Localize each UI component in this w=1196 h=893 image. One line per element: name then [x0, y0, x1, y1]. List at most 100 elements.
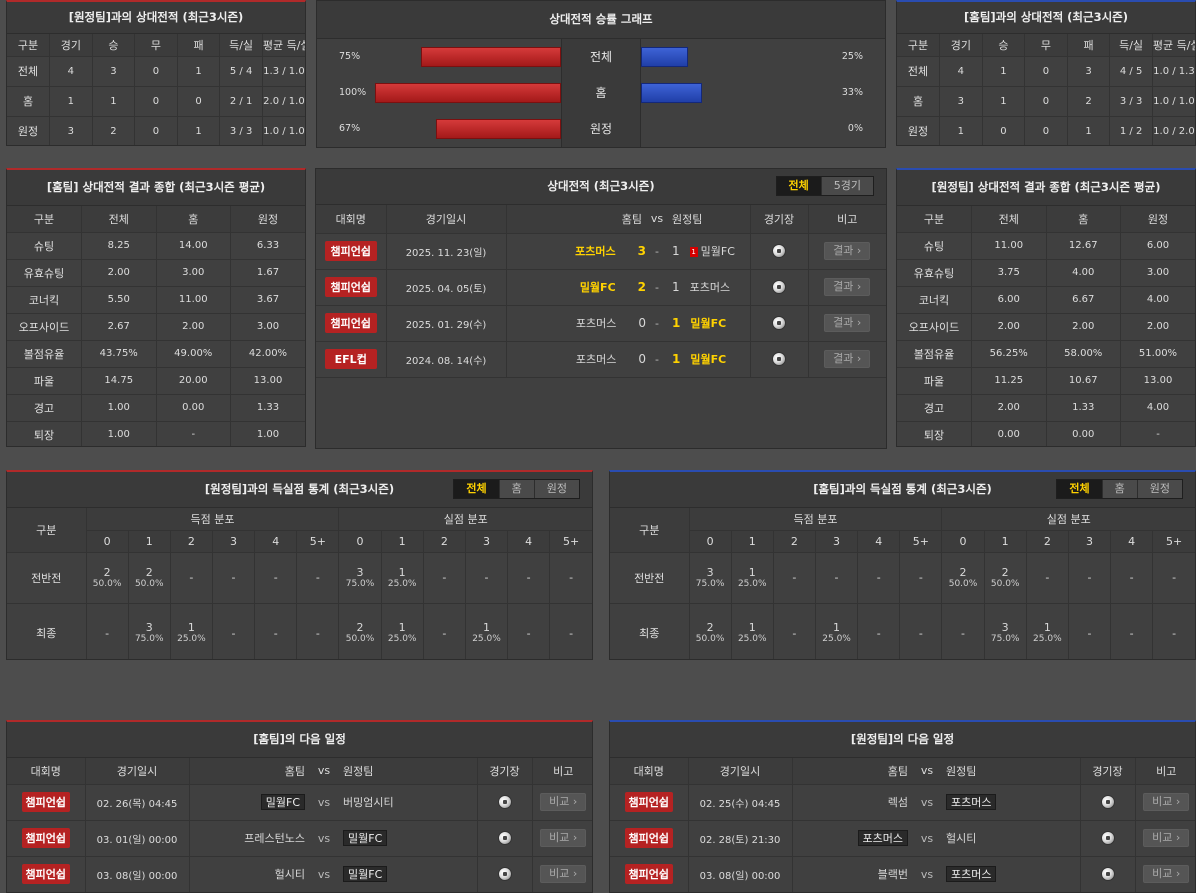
- table-cell: 6.67: [1046, 286, 1121, 314]
- soccer-ball-icon[interactable]: [497, 831, 512, 845]
- soccer-ball-icon[interactable]: [1100, 867, 1115, 881]
- table-cell: 4.00: [1046, 259, 1121, 287]
- row-label: 경고: [7, 394, 82, 422]
- col-league: 대회명: [610, 758, 689, 785]
- away-goal-stats-table: 구분 득점 분포 실점 분포 0 1 2 3 4 5+ 0 1 2 3 4 5+ 전반전 2 50.0% 2 50.0…: [7, 508, 592, 659]
- home-team[interactable]: 프레스턴노스: [244, 832, 305, 845]
- home-team[interactable]: 포츠머스: [575, 245, 616, 258]
- home-team[interactable]: 포츠머스: [857, 830, 908, 846]
- table-cell: 0: [134, 56, 178, 87]
- away-team[interactable]: 포츠머스: [689, 281, 731, 294]
- result-button[interactable]: 결과 ›: [824, 314, 871, 332]
- goal-count: -: [834, 571, 839, 584]
- league-badge[interactable]: 챔피언쉽: [21, 828, 70, 848]
- away-team[interactable]: 밀월FC: [343, 830, 388, 846]
- tab-all[interactable]: 전체: [454, 480, 500, 498]
- col-date: 경기일시: [85, 758, 190, 785]
- vs-label: vs: [309, 856, 339, 892]
- league-badge[interactable]: 챔피언쉽: [21, 864, 70, 884]
- tab-home[interactable]: 홈: [500, 480, 535, 498]
- home-winrate-bar: [375, 83, 561, 103]
- col-league: 대회명: [7, 758, 86, 785]
- soccer-ball-icon[interactable]: [772, 280, 786, 294]
- league-badge[interactable]: 챔피언쉽: [624, 864, 673, 884]
- away-team[interactable]: 밀월FC: [690, 353, 727, 366]
- goal-count-col: 2: [773, 530, 816, 553]
- away-team[interactable]: 헐시티: [946, 832, 977, 845]
- home-team[interactable]: 포츠머스: [575, 353, 617, 366]
- goal-cell: -: [465, 552, 509, 604]
- vs-label: vs: [912, 856, 942, 892]
- away-team[interactable]: 밀월FC: [343, 866, 388, 882]
- table-row: 퇴장 0.00 0.00-: [897, 421, 1195, 446]
- compare-button[interactable]: 비교 ›: [540, 829, 587, 847]
- goal-stats-row: 전반전 3 75.0% 1 25.0% - - - -2 50.0% 2 50.0% - - - -: [610, 552, 1195, 604]
- home-winrate-bar: [421, 47, 561, 67]
- row-label: 코너킥: [897, 286, 972, 314]
- table-cell: 1.67: [230, 259, 305, 287]
- tab-away[interactable]: 원정: [546, 482, 567, 495]
- tab-away[interactable]: 원정: [1149, 482, 1170, 495]
- result-button-label: 결과: [833, 244, 854, 257]
- tab-all[interactable]: 전체: [1057, 480, 1103, 498]
- result-button[interactable]: 결과 ›: [824, 242, 871, 260]
- compare-button[interactable]: 비교 ›: [1143, 829, 1190, 847]
- away-team[interactable]: 밀월FC: [690, 317, 727, 330]
- soccer-ball-icon[interactable]: [1100, 795, 1115, 809]
- tab-last5[interactable]: 5경기: [833, 179, 861, 192]
- home-team[interactable]: 밀월FC: [579, 281, 616, 294]
- home-team[interactable]: 헐시티: [274, 868, 305, 881]
- chevron-right-icon: ›: [569, 867, 578, 880]
- league-badge[interactable]: 챔피언쉽: [624, 792, 673, 812]
- home-team[interactable]: 렉섬: [887, 796, 908, 809]
- goal-cell: 1 25.0%: [465, 603, 509, 659]
- goal-count: 1: [398, 621, 406, 634]
- league-badge[interactable]: EFL컵: [324, 349, 377, 369]
- result-button[interactable]: 결과 ›: [824, 278, 871, 296]
- league-badge[interactable]: 챔피언쉽: [624, 828, 673, 848]
- soccer-ball-icon[interactable]: [497, 867, 512, 881]
- away-team[interactable]: 버밍엄시티: [343, 796, 394, 809]
- table-cell: 1: [1067, 116, 1111, 145]
- vs-label: vs: [309, 784, 339, 821]
- league-badge[interactable]: 챔피언쉽: [324, 241, 377, 261]
- soccer-ball-icon[interactable]: [497, 795, 512, 809]
- col-home: 홈팀: [792, 758, 912, 785]
- soccer-ball-icon[interactable]: [772, 352, 786, 366]
- home-team[interactable]: 포츠머스: [575, 317, 617, 330]
- away-next-title: [원정팀]의 다음 일정: [610, 722, 1195, 758]
- result-button[interactable]: 결과 ›: [824, 350, 871, 368]
- soccer-ball-icon[interactable]: [772, 244, 786, 258]
- right-pct: 25%: [841, 51, 863, 62]
- compare-button[interactable]: 비교 ›: [1143, 865, 1190, 883]
- goal-cell: -: [423, 603, 466, 659]
- goal-pct: 50.0%: [92, 578, 122, 589]
- col-header: 전체: [971, 206, 1047, 233]
- compare-button[interactable]: 비교 ›: [540, 865, 587, 883]
- left-pct: 100%: [339, 87, 367, 98]
- soccer-ball-icon[interactable]: [1100, 831, 1115, 845]
- col-header: 구분: [7, 34, 51, 57]
- league-badge[interactable]: 챔피언쉽: [324, 277, 377, 297]
- soccer-ball-icon[interactable]: [772, 316, 786, 330]
- home-team[interactable]: 밀월FC: [260, 794, 305, 810]
- away-team[interactable]: 밀월FC: [700, 245, 735, 258]
- compare-button[interactable]: 비교 ›: [1143, 793, 1190, 811]
- away-team[interactable]: 포츠머스: [946, 794, 997, 810]
- goal-count-col: 5+: [296, 530, 340, 553]
- home-team[interactable]: 블랙번: [877, 868, 908, 881]
- away-team[interactable]: 포츠머스: [946, 866, 997, 882]
- recent-matches-title-text: 상대전적 (최근3시즌): [547, 179, 655, 193]
- compare-button[interactable]: 비교 ›: [540, 793, 587, 811]
- league-badge[interactable]: 챔피언쉽: [324, 313, 377, 333]
- goal-cell: -: [1152, 603, 1195, 659]
- note-cell: 비교 ›: [532, 820, 592, 857]
- table-row: 오프사이드 2.67 2.00 3.00: [7, 313, 305, 341]
- goal-count-col: 1: [984, 530, 1027, 553]
- league-badge[interactable]: 챔피언쉽: [21, 792, 70, 812]
- tab-home[interactable]: 홈: [1103, 480, 1138, 498]
- tab-all[interactable]: 전체: [776, 177, 822, 195]
- goal-pct: 50.0%: [134, 578, 164, 589]
- table-cell: 0: [177, 86, 221, 117]
